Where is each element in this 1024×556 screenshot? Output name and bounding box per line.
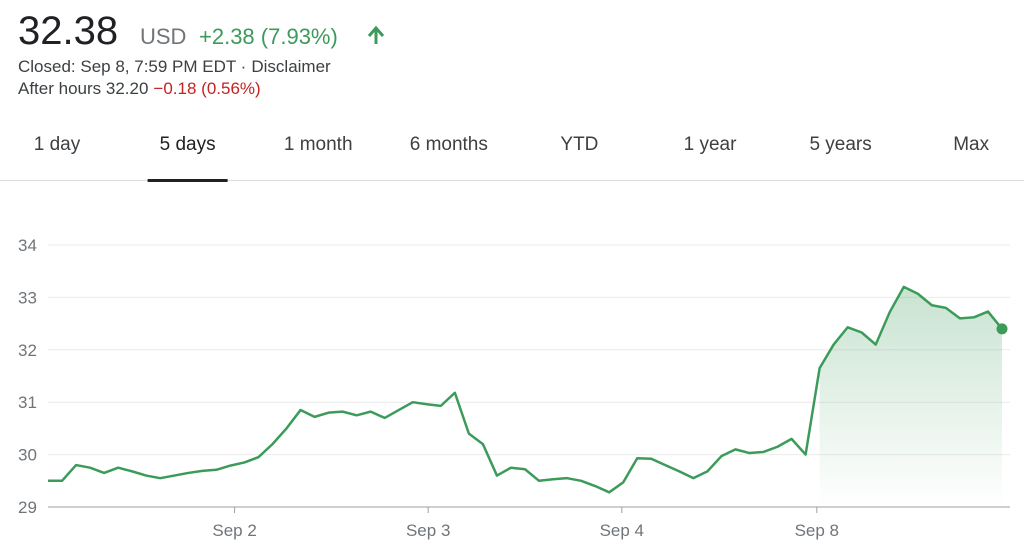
change: +2.38 (7.93%) — [199, 24, 338, 49]
x-tick-label: Sep 2 — [212, 521, 256, 540]
tab[interactable]: 1 month — [284, 134, 353, 155]
tab[interactable]: 5 days — [160, 134, 216, 155]
y-tick-label: 29 — [18, 498, 37, 517]
after-hours-change: −0.18 (0.56%) — [153, 79, 260, 98]
status-line: Closed: Sep 8, 7:59 PM EDT · Disclaimer — [18, 57, 331, 76]
disclaimer-link[interactable]: Disclaimer — [251, 57, 331, 76]
y-tick-label: 30 — [18, 446, 37, 465]
tab-underline — [147, 179, 228, 182]
y-tick-label: 33 — [18, 288, 37, 307]
x-tick-label: Sep 8 — [795, 521, 839, 540]
price: 32.38 — [18, 9, 118, 53]
tab[interactable]: 1 year — [684, 134, 737, 155]
tabs: 1 day 5 days 1 month 6 months YTD 1 year 5 yea… — [34, 134, 990, 182]
status: Closed: Sep 8, 7:59 PM EDT · — [18, 57, 246, 76]
y-tick-label: 34 — [18, 236, 37, 255]
up-arrow — [367, 25, 385, 44]
currency: USD — [140, 24, 186, 49]
tab[interactable]: 1 day — [34, 134, 81, 155]
price-line — [48, 285, 1003, 494]
y-tick-label: 31 — [18, 393, 37, 412]
x-tick-label: Sep 4 — [600, 521, 644, 540]
plot: 29 30 31 32 33 34 Sep 2 Sep 3 Sep 4 Sep 8 — [18, 236, 1010, 540]
tab[interactable]: Max — [953, 134, 989, 155]
area-fill — [819, 286, 1002, 507]
after-hours: After hours 32.20 — [18, 79, 148, 98]
tab[interactable]: YTD — [560, 134, 598, 155]
after-hours-line: After hours 32.20 −0.18 (0.56%) — [18, 79, 261, 98]
last-point — [996, 323, 1008, 335]
y-tick-label: 32 — [18, 341, 37, 360]
tab[interactable]: 6 months — [410, 134, 488, 155]
tab[interactable]: 5 years — [809, 134, 871, 155]
x-tick-label: Sep 3 — [406, 521, 450, 540]
